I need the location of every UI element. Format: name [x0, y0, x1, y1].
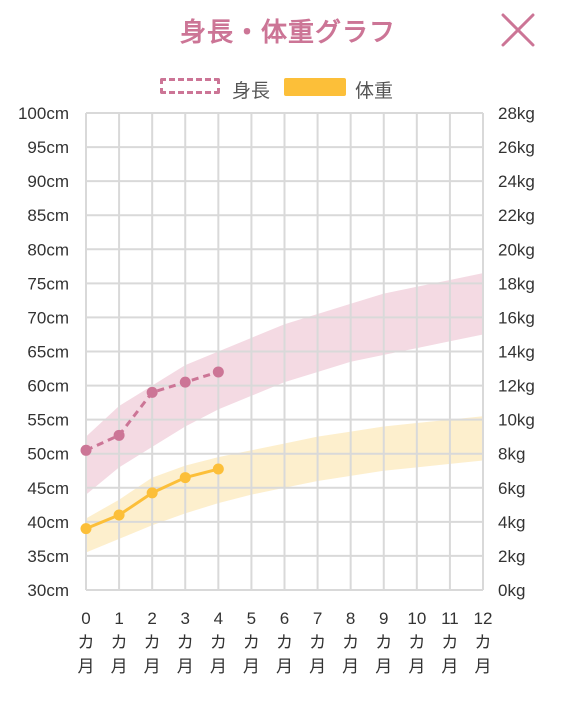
y-left-tick-label: 50cm: [27, 445, 69, 464]
x-tick-label: カ: [276, 633, 293, 652]
x-tick-label: 6: [280, 609, 289, 628]
chart-legend: 身長 体重: [0, 76, 576, 102]
weight-data-point: [179, 472, 191, 484]
x-tick-label: カ: [144, 633, 161, 652]
height-data-point: [179, 376, 191, 388]
y-right-tick-label: 16kg: [498, 308, 535, 327]
x-tick-label: 月: [111, 657, 128, 676]
legend-label-weight: 体重: [355, 80, 394, 102]
x-tick-label: 0: [81, 609, 90, 628]
y-left-tick-label: 70cm: [27, 308, 69, 327]
weight-data-point: [212, 463, 224, 475]
x-tick-label: カ: [210, 633, 227, 652]
height-data-point: [212, 366, 224, 378]
x-tick-label: 月: [276, 657, 293, 676]
y-left-tick-label: 55cm: [27, 411, 69, 430]
page-title: 身長・体重グラフ: [179, 18, 396, 48]
x-tick-label: 1: [114, 609, 123, 628]
x-tick-label: カ: [342, 633, 359, 652]
weight-data-point: [113, 509, 125, 521]
y-right-tick-label: 18kg: [498, 274, 535, 293]
y-right-tick-label: 4kg: [498, 513, 525, 532]
x-tick-label: 4: [214, 609, 223, 628]
y-left-tick-label: 80cm: [27, 240, 69, 259]
legend-swatch-weight: [284, 78, 346, 96]
y-left-tick-label: 35cm: [27, 547, 69, 566]
y-right-tick-label: 20kg: [498, 240, 535, 259]
x-tick-label: 3: [181, 609, 190, 628]
x-tick-label: 5: [247, 609, 256, 628]
x-tick-label: 11: [441, 609, 459, 628]
x-tick-label: 月: [342, 657, 359, 676]
y-right-tick-label: 2kg: [498, 547, 525, 566]
x-tick-label: 月: [475, 657, 492, 676]
close-button[interactable]: [498, 10, 538, 50]
y-left-tick-label: 65cm: [27, 343, 69, 362]
y-right-tick-label: 22kg: [498, 206, 535, 225]
x-tick-label: 10: [407, 609, 426, 628]
x-tick-label: 月: [441, 657, 458, 676]
y-right-tick-label: 8kg: [498, 445, 525, 464]
y-right-tick-label: 28kg: [498, 104, 535, 123]
y-right-tick-label: 14kg: [498, 343, 535, 362]
x-tick-label: カ: [441, 633, 458, 652]
y-right-tick-label: 24kg: [498, 172, 535, 191]
x-tick-label: 2: [147, 609, 156, 628]
x-tick-label: 月: [375, 657, 392, 676]
x-tick-label: カ: [408, 633, 425, 652]
x-tick-label: 月: [243, 657, 260, 676]
close-icon: [501, 13, 535, 47]
x-tick-label: 12: [474, 609, 493, 628]
x-tick-label: カ: [375, 633, 392, 652]
y-right-tick-label: 26kg: [498, 138, 535, 157]
y-right-tick-label: 6kg: [498, 479, 525, 498]
x-tick-label: 8: [346, 609, 355, 628]
y-left-tick-label: 90cm: [27, 172, 69, 191]
x-tick-label: カ: [475, 633, 492, 652]
weight-data-point: [146, 487, 158, 499]
legend-label-height: 身長: [232, 80, 271, 102]
weight-data-point: [80, 523, 92, 535]
y-left-tick-label: 60cm: [27, 377, 69, 396]
y-right-tick-label: 0kg: [498, 581, 525, 600]
x-tick-label: カ: [78, 633, 95, 652]
x-tick-label: 月: [78, 657, 95, 676]
y-left-tick-label: 30cm: [27, 581, 69, 600]
y-left-tick-label: 40cm: [27, 513, 69, 532]
x-tick-label: 月: [177, 657, 194, 676]
x-tick-label: 月: [408, 657, 425, 676]
x-tick-label: 7: [313, 609, 322, 628]
x-tick-label: カ: [111, 633, 128, 652]
x-tick-label: カ: [243, 633, 260, 652]
y-left-tick-label: 45cm: [27, 479, 69, 498]
y-left-tick-label: 85cm: [27, 206, 69, 225]
x-tick-label: 月: [309, 657, 326, 676]
legend-swatch-height: [160, 78, 220, 94]
height-data-point: [80, 444, 92, 456]
y-left-tick-label: 100cm: [18, 104, 69, 123]
y-right-tick-label: 10kg: [498, 411, 535, 430]
x-tick-label: 月: [210, 657, 227, 676]
x-tick-label: カ: [177, 633, 194, 652]
height-data-point: [113, 429, 125, 441]
height-data-point: [146, 386, 158, 398]
x-tick-label: 9: [379, 609, 388, 628]
x-tick-label: カ: [309, 633, 326, 652]
y-left-tick-label: 75cm: [27, 274, 69, 293]
y-left-tick-label: 95cm: [27, 138, 69, 157]
y-right-tick-label: 12kg: [498, 377, 535, 396]
x-tick-label: 月: [144, 657, 161, 676]
